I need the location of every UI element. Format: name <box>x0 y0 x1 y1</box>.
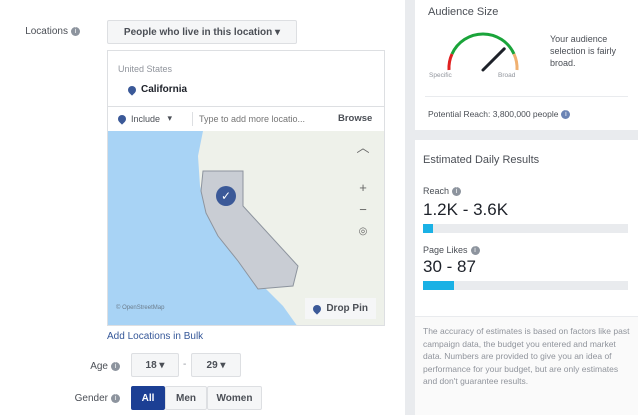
pin-icon <box>126 83 138 96</box>
info-icon[interactable]: i <box>111 361 120 371</box>
sidebar: Audience Size Specific Broad Your audien… <box>405 0 638 415</box>
potential-reach-text: Potential Reach: 3,800,000 people <box>428 109 559 119</box>
age-separator: - <box>183 359 187 370</box>
reach-bar-fill <box>423 224 434 234</box>
collapse-map-icon[interactable]: ︿ <box>356 140 370 155</box>
estimates-disclaimer: The accuracy of estimates is based on fa… <box>415 316 638 415</box>
zoom-out-button[interactable]: − <box>359 202 367 217</box>
selected-location-name: California <box>141 84 188 95</box>
map-attribution: © OpenStreetMap <box>116 305 165 311</box>
gender-men-button[interactable]: Men <box>165 386 207 410</box>
pin-icon <box>311 302 323 315</box>
age-label-text: Age <box>90 361 108 372</box>
country-label: United States <box>118 64 173 74</box>
audience-size-card: Audience Size Specific Broad Your audien… <box>415 0 638 130</box>
include-value: Include <box>131 113 161 124</box>
check-pin-icon: ✓ <box>216 186 236 206</box>
drop-pin-button[interactable]: Drop Pin <box>305 298 376 319</box>
location-search-row: Include ▾ Browse <box>108 106 384 130</box>
estimated-results-card: Estimated Daily Results Reach i 1.2K - 3.… <box>415 140 638 415</box>
browse-button[interactable]: Browse <box>338 113 373 124</box>
reach-value: 1.2K - 3.6K <box>423 200 509 220</box>
gender-women-button[interactable]: Women <box>207 386 262 410</box>
info-icon[interactable]: i <box>71 26 80 36</box>
audience-gauge <box>447 32 519 72</box>
divider <box>425 96 628 97</box>
age-label: Age i <box>40 361 120 372</box>
location-type-value: People who live in this location <box>123 26 273 38</box>
location-box: United States California Include ▾ Brows… <box>107 50 385 326</box>
age-max-select[interactable]: 29 ▾ <box>191 353 241 377</box>
gauge-broad-label: Broad <box>498 72 516 79</box>
caret-down-icon: ▾ <box>275 26 281 38</box>
gauge-needle <box>481 47 506 72</box>
map[interactable]: ✓ ︿ + − ◎ © OpenStreetMap Drop Pin <box>108 131 384 325</box>
likes-value: 30 - 87 <box>423 257 476 277</box>
likes-label-text: Page Likes <box>423 245 468 256</box>
reach-label-text: Reach <box>423 186 450 196</box>
audience-title: Audience Size <box>428 6 499 18</box>
drop-pin-label: Drop Pin <box>326 303 368 314</box>
likes-label: Page Likes i <box>415 233 638 256</box>
info-icon[interactable]: i <box>470 246 480 256</box>
gender-all-button[interactable]: All <box>131 386 165 410</box>
include-select[interactable]: Include ▾ <box>108 111 193 126</box>
info-icon[interactable]: i <box>111 393 120 403</box>
add-locations-bulk-link[interactable]: Add Locations in Bulk <box>107 331 204 342</box>
estimates-title: Estimated Daily Results <box>423 154 540 166</box>
likes-bar-fill <box>423 281 454 291</box>
info-icon[interactable]: i <box>561 110 571 120</box>
zoom-in-button[interactable]: + <box>359 180 367 195</box>
locations-label: Locations i <box>0 26 80 37</box>
gender-label: Gender i <box>40 393 120 404</box>
info-icon[interactable]: i <box>452 187 462 197</box>
age-min-select[interactable]: 18 ▾ <box>131 353 179 377</box>
pin-icon <box>116 112 128 125</box>
location-search-input[interactable] <box>199 113 334 124</box>
map-land <box>198 131 384 325</box>
age-min-value: 18 <box>145 359 157 371</box>
locations-label-text: Locations <box>25 26 68 37</box>
gauge-specific-label: Specific <box>429 72 452 79</box>
age-max-value: 29 <box>206 359 218 371</box>
potential-reach: Potential Reach: 3,800,000 people i <box>428 109 571 120</box>
reach-label: Reach i <box>415 166 638 197</box>
reach-bar <box>423 224 628 234</box>
selected-location[interactable]: California <box>108 74 384 96</box>
likes-bar <box>423 281 628 291</box>
locate-icon[interactable]: ◎ <box>358 226 368 237</box>
audience-description: Your audience selection is fairly broad. <box>550 34 617 68</box>
location-type-select[interactable]: People who live in this location ▾ <box>107 20 297 44</box>
gender-label-text: Gender <box>74 393 108 404</box>
